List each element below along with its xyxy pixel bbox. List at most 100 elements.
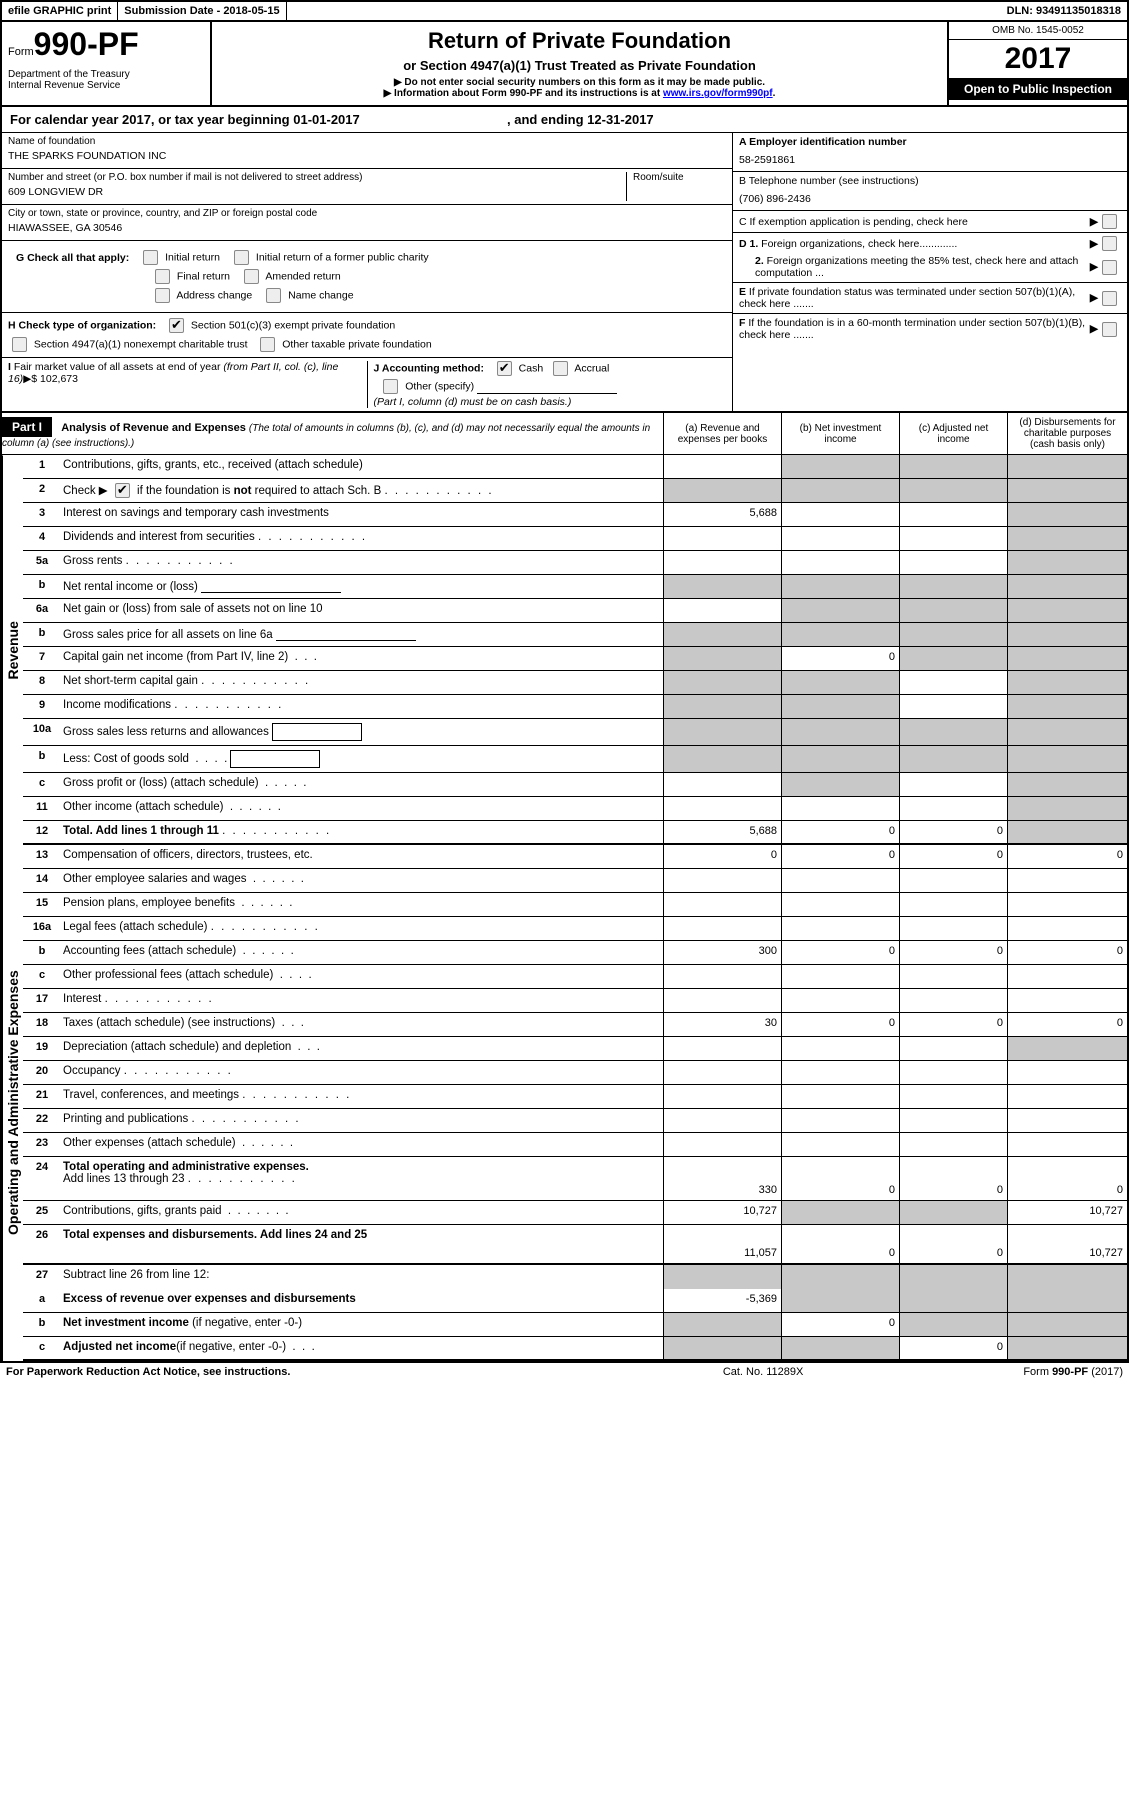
cb-amended[interactable]	[244, 269, 259, 284]
cb-sch-b[interactable]	[115, 483, 130, 498]
line-5b: bNet rental income or (loss)	[23, 575, 1127, 599]
part1-badge: Part I	[2, 417, 52, 437]
l26-b: 0	[781, 1225, 899, 1263]
form-subtitle: or Section 4947(a)(1) Trust Treated as P…	[218, 58, 941, 73]
city: HIAWASSEE, GA 30546	[8, 219, 726, 237]
note-ssn: ▶ Do not enter social security numbers o…	[218, 77, 941, 88]
section-h: H Check type of organization: Section 50…	[2, 313, 732, 358]
g-addr-change: Address change	[176, 289, 252, 301]
section-b: B Telephone number (see instructions) (7…	[733, 172, 1127, 211]
l25-d: 10,727	[1007, 1201, 1127, 1224]
section-f: F If the foundation is in a 60-month ter…	[733, 314, 1127, 344]
cb-final-return[interactable]	[155, 269, 170, 284]
h-label: H Check type of organization:	[8, 319, 156, 331]
j-note: (Part I, column (d) must be on cash basi…	[374, 396, 727, 408]
cb-initial-former[interactable]	[234, 250, 249, 265]
cb-60-month[interactable]	[1102, 322, 1117, 337]
l10b-desc: Less: Cost of goods sold . . . .	[61, 746, 663, 772]
tax-year: 2017	[949, 40, 1127, 78]
l21-desc: Travel, conferences, and meetings	[61, 1085, 663, 1108]
cb-exemption-pending[interactable]	[1102, 214, 1117, 229]
cb-other-method[interactable]	[383, 379, 398, 394]
part1-header-row: Part I Analysis of Revenue and Expenses …	[2, 411, 1127, 455]
l27c-c: 0	[899, 1337, 1007, 1359]
footer-center: Cat. No. 11289X	[723, 1366, 804, 1378]
arrow-icon: ▶	[1090, 323, 1098, 335]
l27b-desc: Net investment income (if negative, ente…	[61, 1313, 663, 1336]
l9-desc: Income modifications	[61, 695, 663, 718]
l12-a: 5,688	[663, 821, 781, 843]
l8-desc: Net short-term capital gain	[61, 671, 663, 694]
j-accrual: Accrual	[574, 362, 609, 374]
cb-4947[interactable]	[12, 337, 27, 352]
l13-desc: Compensation of officers, directors, tru…	[61, 845, 663, 868]
name-label: Name of foundation	[8, 136, 726, 147]
expense-rows: 13Compensation of officers, directors, t…	[23, 845, 1127, 1361]
line-16b: bAccounting fees (attach schedule) . . .…	[23, 941, 1127, 965]
line-20: 20Occupancy	[23, 1061, 1127, 1085]
id-left: Name of foundation THE SPARKS FOUNDATION…	[2, 133, 732, 411]
other-specify-line[interactable]	[477, 380, 617, 394]
i-value: 102,673	[40, 373, 78, 385]
top-bar: efile GRAPHIC print Submission Date - 20…	[2, 2, 1127, 22]
d2-label: 2. Foreign organizations meeting the 85%…	[739, 255, 1090, 279]
calyear-prefix: For calendar year 2017, or tax year begi…	[10, 112, 293, 127]
city-row: City or town, state or province, country…	[2, 205, 732, 241]
form-header: Form990-PF Department of the Treasury In…	[2, 22, 1127, 107]
cb-terminated[interactable]	[1102, 291, 1117, 306]
l5b-desc: Net rental income or (loss)	[61, 575, 663, 598]
arrow-icon: ▶	[1090, 238, 1098, 250]
l7-b: 0	[781, 647, 899, 670]
line-21: 21Travel, conferences, and meetings	[23, 1085, 1127, 1109]
revenue-side-label: Revenue	[2, 455, 23, 845]
l6a-desc: Net gain or (loss) from sale of assets n…	[61, 599, 663, 622]
irs-link[interactable]: www.irs.gov/form990pf	[663, 88, 773, 99]
expenses-section: Operating and Administrative Expenses 13…	[2, 845, 1127, 1361]
line-5a: 5aGross rents	[23, 551, 1127, 575]
l14-desc: Other employee salaries and wages . . . …	[61, 869, 663, 892]
h-4947: Section 4947(a)(1) nonexempt charitable …	[34, 338, 248, 350]
g-initial: Initial return	[165, 251, 220, 263]
cb-cash[interactable]	[497, 361, 512, 376]
cb-foreign-org[interactable]	[1102, 236, 1117, 251]
a-label: A Employer identification number	[739, 136, 907, 148]
dept-label: Department of the Treasury	[8, 69, 204, 80]
note-info: ▶ Information about Form 990-PF and its …	[218, 88, 941, 99]
cb-85-percent[interactable]	[1102, 260, 1117, 275]
cb-501c3[interactable]	[169, 318, 184, 333]
e-label: E If private foundation status was termi…	[739, 286, 1090, 310]
cb-addr-change[interactable]	[155, 288, 170, 303]
line-10a: 10aGross sales less returns and allowanc…	[23, 719, 1127, 746]
cb-other-taxable[interactable]	[260, 337, 275, 352]
l18-c: 0	[899, 1013, 1007, 1036]
l16b-c: 0	[899, 941, 1007, 964]
line-14: 14Other employee salaries and wages . . …	[23, 869, 1127, 893]
col-d-header: (d) Disbursements for charitable purpose…	[1007, 413, 1127, 454]
section-a: A Employer identification number 58-2591…	[733, 133, 1127, 172]
line-23: 23Other expenses (attach schedule) . . .…	[23, 1133, 1127, 1157]
id-right: A Employer identification number 58-2591…	[732, 133, 1127, 411]
cb-initial-return[interactable]	[143, 250, 158, 265]
calendar-year-row: For calendar year 2017, or tax year begi…	[2, 107, 1127, 133]
footer-right: Form 990-PF (2017)	[1023, 1366, 1123, 1378]
j-cash: Cash	[519, 362, 544, 374]
efile-label[interactable]: efile GRAPHIC print	[2, 2, 118, 20]
cb-accrual[interactable]	[553, 361, 568, 376]
l13-d: 0	[1007, 845, 1127, 868]
l27a-desc: Excess of revenue over expenses and disb…	[61, 1289, 663, 1312]
line-6a: 6aNet gain or (loss) from sale of assets…	[23, 599, 1127, 623]
ein: 58-2591861	[739, 148, 1121, 168]
l10a-desc: Gross sales less returns and allowances	[61, 719, 663, 745]
l18-a: 30	[663, 1013, 781, 1036]
g-amended: Amended return	[265, 270, 340, 282]
cb-name-change[interactable]	[266, 288, 281, 303]
room-label: Room/suite	[633, 172, 726, 183]
c-label: C If exemption application is pending, c…	[739, 216, 1090, 228]
irs-label: Internal Revenue Service	[8, 80, 204, 91]
note-info-prefix: ▶ Information about Form 990-PF and its …	[384, 88, 663, 99]
l12-c: 0	[899, 821, 1007, 843]
l24-desc: Total operating and administrative expen…	[61, 1157, 663, 1200]
l18-desc: Taxes (attach schedule) (see instruction…	[61, 1013, 663, 1036]
header-center: Return of Private Foundation or Section …	[212, 22, 947, 105]
l13-a: 0	[663, 845, 781, 868]
